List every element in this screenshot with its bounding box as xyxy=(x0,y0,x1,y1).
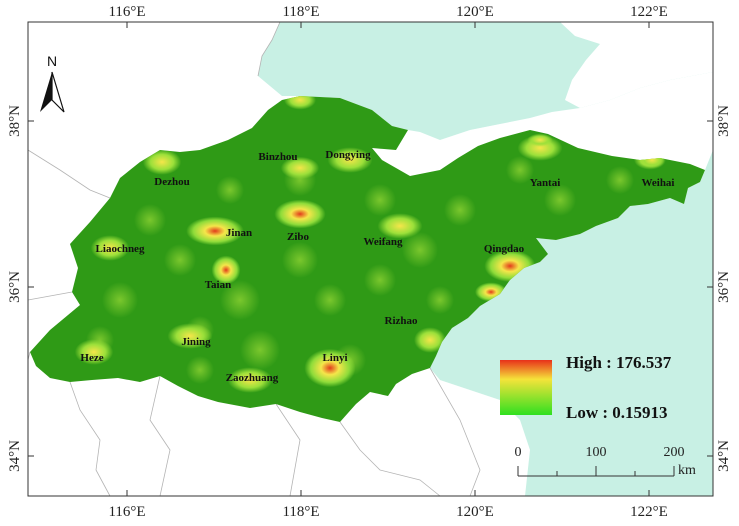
hotspot-jining xyxy=(167,323,213,349)
city-label-zaozhuang: Zaozhuang xyxy=(226,372,279,384)
city-label-jining: Jining xyxy=(181,336,211,348)
lon-label-bottom-120: 120°E xyxy=(456,504,494,520)
hotspot-minor xyxy=(527,133,553,147)
city-label-binzhou: Binzhou xyxy=(258,151,297,163)
lon-label-top-120: 120°E xyxy=(456,4,494,20)
hotspot-heze xyxy=(74,339,114,365)
lat-label-right-36: 36°N xyxy=(716,271,732,303)
legend-color-ramp xyxy=(500,360,552,415)
legend-high-label: High : 176.537 xyxy=(566,353,672,372)
hotspot-dezhou xyxy=(142,149,182,175)
hotspot-taian xyxy=(211,255,241,285)
legend-low-label: Low : 0.15913 xyxy=(566,403,668,422)
yellow-sea xyxy=(430,150,713,496)
lon-label-bottom-116: 116°E xyxy=(108,504,145,520)
hotspot-minor xyxy=(284,96,316,110)
city-label-weihai: Weihai xyxy=(641,177,674,189)
lat-label-right-38: 38°N xyxy=(716,105,732,137)
city-label-liaochneg: Liaochneg xyxy=(96,243,145,255)
hotspot-rizhao xyxy=(414,327,446,353)
graticule-ticks xyxy=(28,22,713,496)
city-label-linyi: Linyi xyxy=(322,352,347,364)
lon-label-bottom-118: 118°E xyxy=(282,504,319,520)
city-label-rizhao: Rizhao xyxy=(385,315,419,327)
lon-label-top-116: 116°E xyxy=(108,4,145,20)
city-label-jinan: Jinan xyxy=(226,227,252,239)
hotspot-zaozhuang xyxy=(227,367,273,393)
province-borders xyxy=(27,21,481,497)
lon-label-bottom-122: 122°E xyxy=(630,504,668,520)
city-label-qingdao: Qingdao xyxy=(484,243,525,255)
scale-tick-200: 200 xyxy=(664,445,685,460)
hotspot-liaochneg xyxy=(90,235,130,261)
north-arrow-label: N xyxy=(47,53,57,69)
city-label-weifang: Weifang xyxy=(363,236,403,248)
hotspot-jinan xyxy=(186,216,244,246)
city-label-zibo: Zibo xyxy=(287,231,310,243)
bohai-sea xyxy=(28,22,713,140)
lon-label-top-122: 122°E xyxy=(630,4,668,20)
scale-tick-100: 100 xyxy=(586,445,607,460)
city-label-dezhou: Dezhou xyxy=(154,176,189,188)
hotspot-zibo xyxy=(274,199,326,229)
lat-label-left-36: 36°N xyxy=(7,271,23,303)
city-label-taian: Taian xyxy=(205,279,232,291)
north-arrow: N xyxy=(40,53,65,113)
hotspot-weifang xyxy=(377,213,423,239)
map-frame xyxy=(27,21,714,497)
legend: High : 176.537 Low : 0.15913 xyxy=(500,353,672,422)
hotspot-dongying xyxy=(327,147,373,173)
hotspot-linyi xyxy=(304,348,356,388)
intensity-hotspots xyxy=(74,96,666,393)
lat-label-right-34: 34°N xyxy=(716,440,732,472)
city-label-heze: Heze xyxy=(80,352,103,364)
hotspot-binzhou xyxy=(280,156,320,180)
city-labels: Dezhou Binzhou Dongying Yantai Weihai Liaochn… xyxy=(80,149,674,384)
scale-unit: km xyxy=(678,463,696,478)
lon-label-top-118: 118°E xyxy=(282,4,319,20)
lat-label-left-34: 34°N xyxy=(7,440,23,472)
city-label-dongying: Dongying xyxy=(325,149,371,161)
liaodong-land xyxy=(560,22,713,108)
city-label-yantai: Yantai xyxy=(530,177,561,189)
north-arrow-icon xyxy=(40,71,65,113)
scale-tick-0: 0 xyxy=(515,445,522,460)
lat-label-left-38: 38°N xyxy=(7,105,23,137)
scale-bar: 0 100 200 km xyxy=(515,445,697,478)
